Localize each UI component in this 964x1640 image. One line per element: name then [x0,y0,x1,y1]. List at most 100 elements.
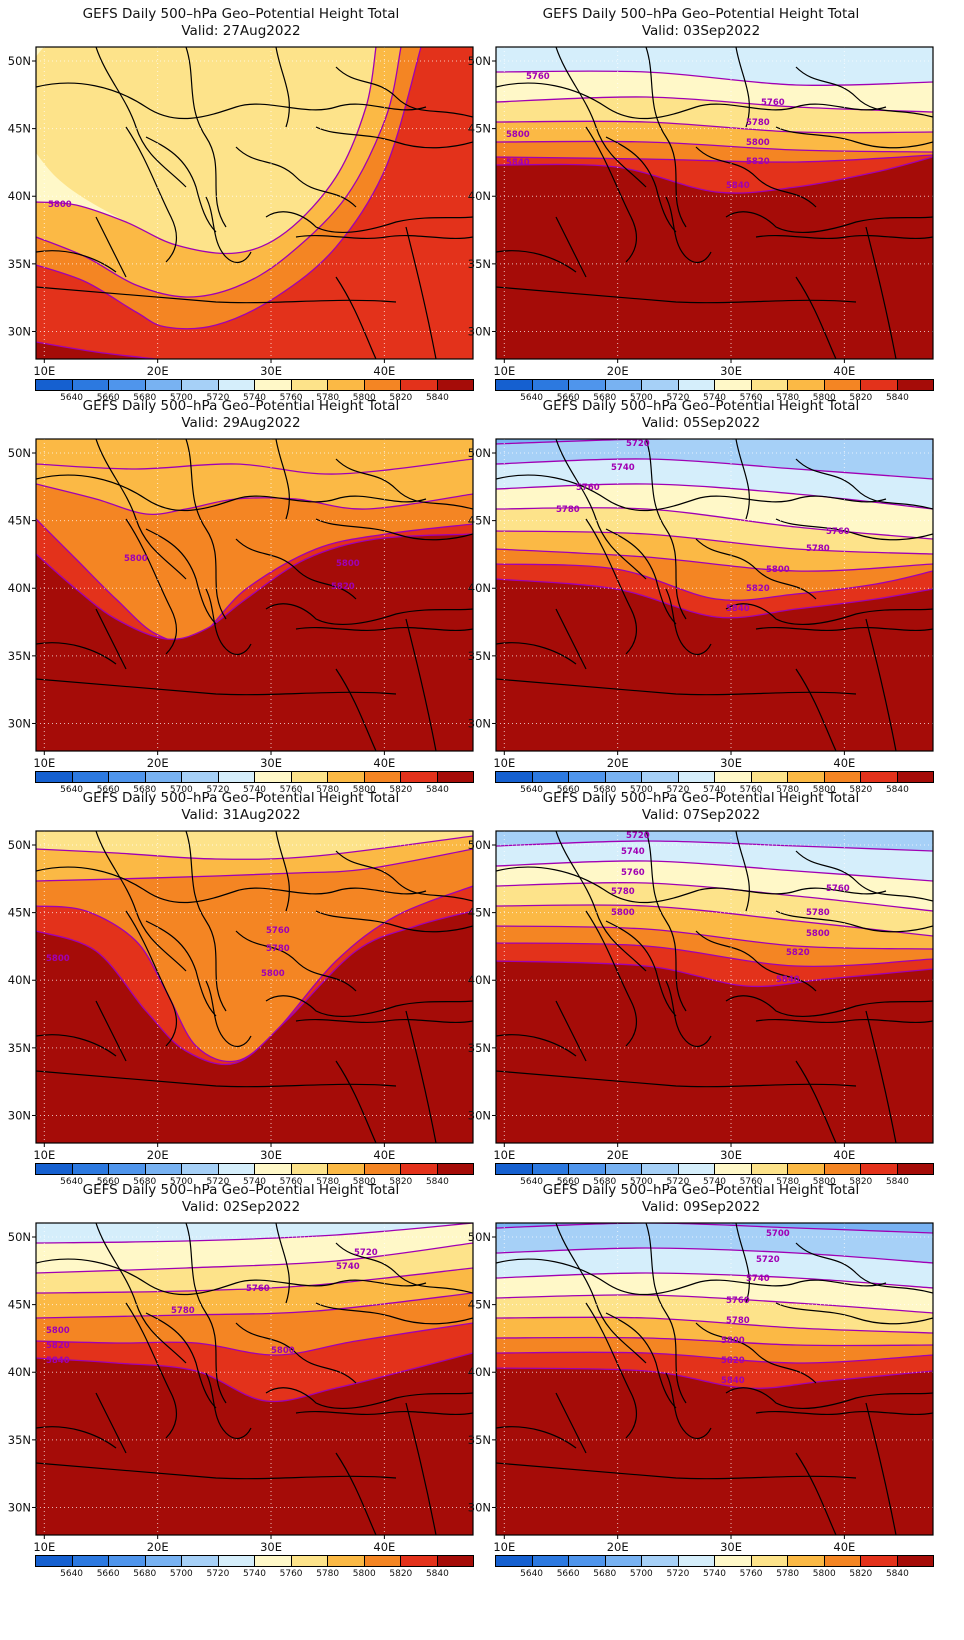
country-border [496,1070,857,1088]
colorbar-label: 5840 [885,1569,909,1579]
lon-label: 30E [260,756,282,770]
panel-title: GEFS Daily 500–hPa Geo–Potential Height … [82,1182,400,1198]
country-border [795,668,837,751]
lon-label: 40E [833,756,855,770]
panel-title: GEFS Daily 500–hPa Geo–Potential Height … [542,6,860,22]
lat-label: 45N [8,1298,31,1312]
lat-label: 35N [8,1433,31,1447]
colorbar-swatch [291,1164,328,1174]
colorbar-label: 5740 [703,1177,726,1187]
colorbar-swatch [364,1164,401,1174]
country-border [275,1223,290,1304]
height-band [36,342,473,359]
colorbar-swatch [788,1164,825,1174]
contour-label: 5840 [776,975,800,985]
country-border [95,831,187,972]
colorbar-label: 5840 [425,1177,449,1187]
country-border [265,1387,473,1410]
contour-line [496,860,933,882]
panel-title: GEFS Daily 500–hPa Geo–Potential Height … [82,398,400,414]
colorbar [35,1555,474,1567]
country-border [125,518,178,655]
map-frame [35,830,474,1144]
contour-line [36,1352,473,1403]
colorbar-label: 5700 [169,785,193,795]
lon-label: 10E [493,756,515,770]
country-border [755,1410,933,1416]
country-border [755,234,933,240]
colorbar-label: 5700 [169,1569,193,1579]
lat-label: 30N [468,324,491,338]
contour-label: 5780 [611,887,635,897]
colorbar-label: 5680 [593,393,617,403]
colorbar-swatch [751,772,788,782]
colorbar-swatch [145,1164,182,1174]
lon-label: 40E [833,1148,855,1162]
colorbar-swatch [145,772,182,782]
colorbar-swatch [36,1556,73,1566]
panel-valid-date: Valid: 02Sep2022 [181,1199,301,1215]
colorbar-swatch [328,1556,365,1566]
colorbar-swatch [715,772,752,782]
colorbar-swatch [109,1164,146,1174]
country-border [795,66,933,118]
lon-label: 40E [373,756,395,770]
lat-label: 45N [468,122,491,136]
colorbar-swatch [218,1556,255,1566]
colorbar-swatch [751,1164,788,1174]
colorbar-swatch [437,1556,473,1566]
contour-line [496,563,933,601]
contour-label: 5820 [786,948,810,958]
colorbar-label: 5640 [520,785,544,795]
height-band [496,1368,933,1535]
lat-label: 40N [468,1365,491,1379]
colorbar-swatch [109,380,146,390]
contour-label: 5760 [826,884,850,894]
lat-label: 40N [8,189,31,203]
country-border [405,1402,437,1535]
country-border [865,618,897,751]
panel-title: GEFS Daily 500–hPa Geo–Potential Height … [82,790,400,806]
country-border [95,608,127,670]
colorbar-label: 5760 [279,1569,303,1579]
contour-label: 5820 [746,584,770,594]
contour-line [36,533,473,640]
colorbar-swatch [255,1164,292,1174]
contour-line [496,578,933,619]
colorbar [35,1163,474,1175]
contour-label: 5800 [46,1326,70,1336]
colorbar-swatch [364,380,401,390]
height-band [36,47,473,359]
colorbar-label: 5800 [352,785,376,795]
country-border [735,1223,750,1304]
country-border [36,286,397,304]
colorbar-swatch [255,772,292,782]
colorbar-label: 5820 [389,785,413,795]
geopotential-map: 5800 5800 5820 50N 45N 40N 35N 30N 10E 20E 30E 40E [8,438,474,770]
colorbar-swatch [36,1164,73,1174]
colorbar-swatch [328,380,365,390]
lon-label: 10E [33,1540,55,1554]
country-border [496,286,857,304]
contour-label: 5700 [766,1229,790,1239]
colorbar-label: 5800 [812,785,836,795]
country-border [315,1302,473,1325]
map-panel: GEFS Daily 500–hPa Geo–Potential Height … [0,392,482,802]
lon-label: 30E [260,1148,282,1162]
country-border [735,439,750,520]
colorbar-swatch [72,380,109,390]
contour-line [36,458,473,475]
map-frame [495,1222,934,1536]
country-border [335,458,473,510]
country-border [36,866,427,904]
colorbar-swatch [861,1164,898,1174]
lat-label: 45N [468,1298,491,1312]
contour-label: 5760 [621,868,645,878]
contour-line [36,341,157,359]
contour-line [36,1292,473,1319]
country-border [145,1312,217,1409]
colorbar-label: 5680 [133,1177,157,1187]
map-frame [495,830,934,1144]
colorbar-swatch [72,772,109,782]
panel-title: GEFS Daily 500–hPa Geo–Potential Height … [82,6,400,22]
